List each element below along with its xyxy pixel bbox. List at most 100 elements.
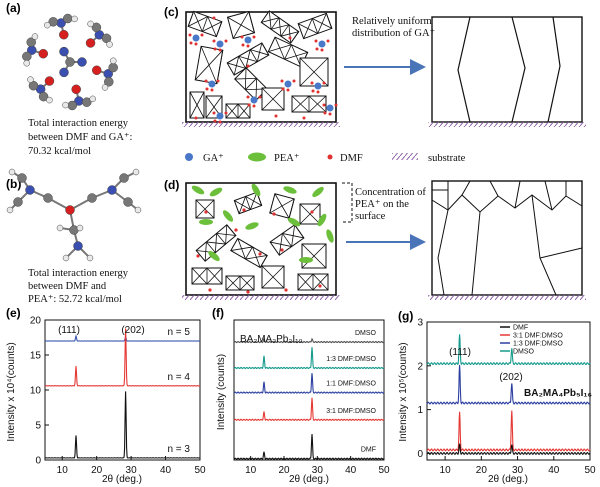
panel-c-crystal-edge	[225, 103, 239, 119]
panel-c-dmf-particle	[212, 111, 216, 115]
panel-d-crystal-edge	[250, 192, 258, 210]
panel-c-dmf-particle	[252, 35, 256, 39]
panel-c-dmf-particle	[326, 39, 330, 43]
panel-d-arrow-text-line1: Concentration of	[355, 187, 426, 198]
chart-e-series-line	[45, 334, 201, 342]
mol-a-atom	[59, 29, 69, 40]
panel-d-crystal-edge	[206, 267, 223, 285]
panel-c-ga-particle	[250, 96, 258, 104]
panel-d-crystal-edge	[301, 243, 327, 269]
panel-c-crystal-edge	[280, 31, 299, 37]
mol-b-atom	[8, 168, 16, 176]
panel-g-label: (g)	[398, 309, 413, 323]
chart-f-series-label: 3:1 DMF:DMSO	[326, 408, 376, 415]
panel-c-dmf-particle	[286, 88, 290, 92]
substrate-legend-label: substrate	[428, 153, 466, 164]
panel-c-film-grains	[431, 16, 583, 123]
panel-c-dmf-particle	[316, 90, 320, 94]
panel-d-crystal	[230, 237, 268, 269]
chart-f-series-label: DMSO	[355, 330, 377, 337]
chart-f-xlabel: 2θ (deg.)	[289, 474, 329, 485]
panel-c-crystal-edge	[325, 13, 333, 29]
chart-e-series-line	[45, 328, 201, 387]
panel-a-label: (a)	[6, 1, 21, 15]
panel-c-crystal-edge	[270, 24, 290, 30]
panel-d-crystal-edge	[225, 224, 228, 245]
panel-d-crystal-edge	[226, 224, 237, 236]
chart-g-xtick-label: 30	[512, 465, 524, 476]
panel-d-dmf-particle	[246, 290, 250, 294]
panel-d-crystal-edge	[278, 233, 283, 256]
panel-d-crystal-edge	[299, 203, 321, 225]
dmf-ga-molecule-illustration	[22, 13, 118, 111]
panel-c-dmf-particle	[240, 35, 244, 39]
panel-c-ga-particle	[244, 36, 252, 44]
panel-c-crystal	[291, 95, 327, 113]
mol-b-atom	[132, 168, 140, 176]
panel-d-crystal	[299, 203, 321, 225]
panel-c-dmf-particle	[194, 116, 198, 120]
chart-g-xtick-label: 10	[440, 465, 452, 476]
panel-c-dmf-particle	[334, 103, 338, 107]
chart-e-ytick-label: 15	[30, 351, 42, 362]
chart-g-series-line	[426, 364, 591, 405]
chart-f-series-line	[233, 336, 385, 344]
panel-c-crystal-edge	[284, 51, 308, 60]
panel-c-dmf-particle	[224, 39, 228, 43]
panel-d-substrate-right	[428, 295, 586, 300]
chart-f-xtick-label: 10	[245, 465, 257, 476]
panel-b-label: (b)	[6, 177, 21, 191]
panel-c-dmf-particle	[213, 119, 217, 123]
panel-d-dmf-particle	[272, 212, 276, 216]
mol-a-atom	[91, 65, 102, 76]
panel-d-pea-particle	[283, 186, 297, 194]
mol-a-atom	[44, 21, 51, 29]
chart-g-peak-label-202: (202)	[499, 372, 522, 383]
panel-c-crystal-edge	[256, 42, 263, 62]
panel-c-crystal-edge	[261, 87, 285, 111]
panel-c-crystal-edge	[232, 11, 250, 39]
chart-e-xrd: 10 20 30 40 50 0 5 10 15 20 n = 5 n = 4 n = 3 2θ (d…	[6, 316, 206, 486]
chart-f-xrd: 10 20 30 40 50 DMSO 1:3 DMF:DMSO 1:1 DMF:DMSO 3…	[216, 319, 390, 485]
dmf-legend-label: DMF	[340, 153, 363, 164]
panel-d-arrow-text-line3: surface	[355, 211, 386, 222]
panel-d-pea-particle	[326, 229, 334, 243]
panel-d-dmf-particle	[208, 288, 212, 292]
mol-a-atom	[108, 62, 118, 73]
panel-d-crystal	[195, 199, 215, 219]
panel-d-pea-particle	[208, 250, 220, 262]
chart-f-series-line	[233, 347, 385, 370]
panel-d-dmf-particle	[204, 210, 208, 214]
chart-g-series-line	[426, 334, 591, 366]
chart-f-series-label: DMF	[361, 447, 376, 454]
panel-d-dmf-particle	[310, 210, 314, 214]
chart-e-series-label: n = 5	[167, 327, 190, 338]
chart-g-series-line	[426, 410, 591, 452]
chart-f-series-line	[233, 373, 385, 394]
panel-c-ga-particle	[284, 80, 292, 88]
panel-c-crystal	[260, 10, 300, 44]
chart-g-ytick-label: 1	[417, 405, 423, 416]
mol-a-atom	[101, 33, 112, 44]
panel-c-crystal	[226, 42, 270, 76]
panel-d-pea-particle	[312, 186, 324, 198]
chart-f-xtick-label: 50	[378, 465, 390, 476]
panel-d-crystal	[233, 191, 263, 215]
panel-c-dmf-particle	[200, 33, 204, 37]
panel-d-crystal-edge	[245, 255, 268, 260]
panel-c-dmf-particle	[315, 47, 319, 51]
panel-c-crystal-edge	[270, 17, 280, 30]
chart-e-xtick-label: 30	[126, 465, 138, 476]
panel-d-label: (d)	[164, 178, 179, 192]
panel-c-crystal-edge	[249, 49, 258, 62]
panel-c-dmf-particle	[212, 16, 216, 20]
chart-e-xtick-label: 50	[194, 465, 206, 476]
dmf-legend-marker	[327, 154, 333, 160]
chart-g-frame	[426, 321, 591, 461]
panel-a-caption-line2: between DMF and GA⁺:	[28, 132, 132, 143]
panel-c-crystal-edge	[205, 95, 223, 119]
mol-a-atom	[85, 38, 96, 48]
mol-a-atom	[23, 59, 30, 67]
panel-c-dmf-particle	[246, 95, 250, 99]
